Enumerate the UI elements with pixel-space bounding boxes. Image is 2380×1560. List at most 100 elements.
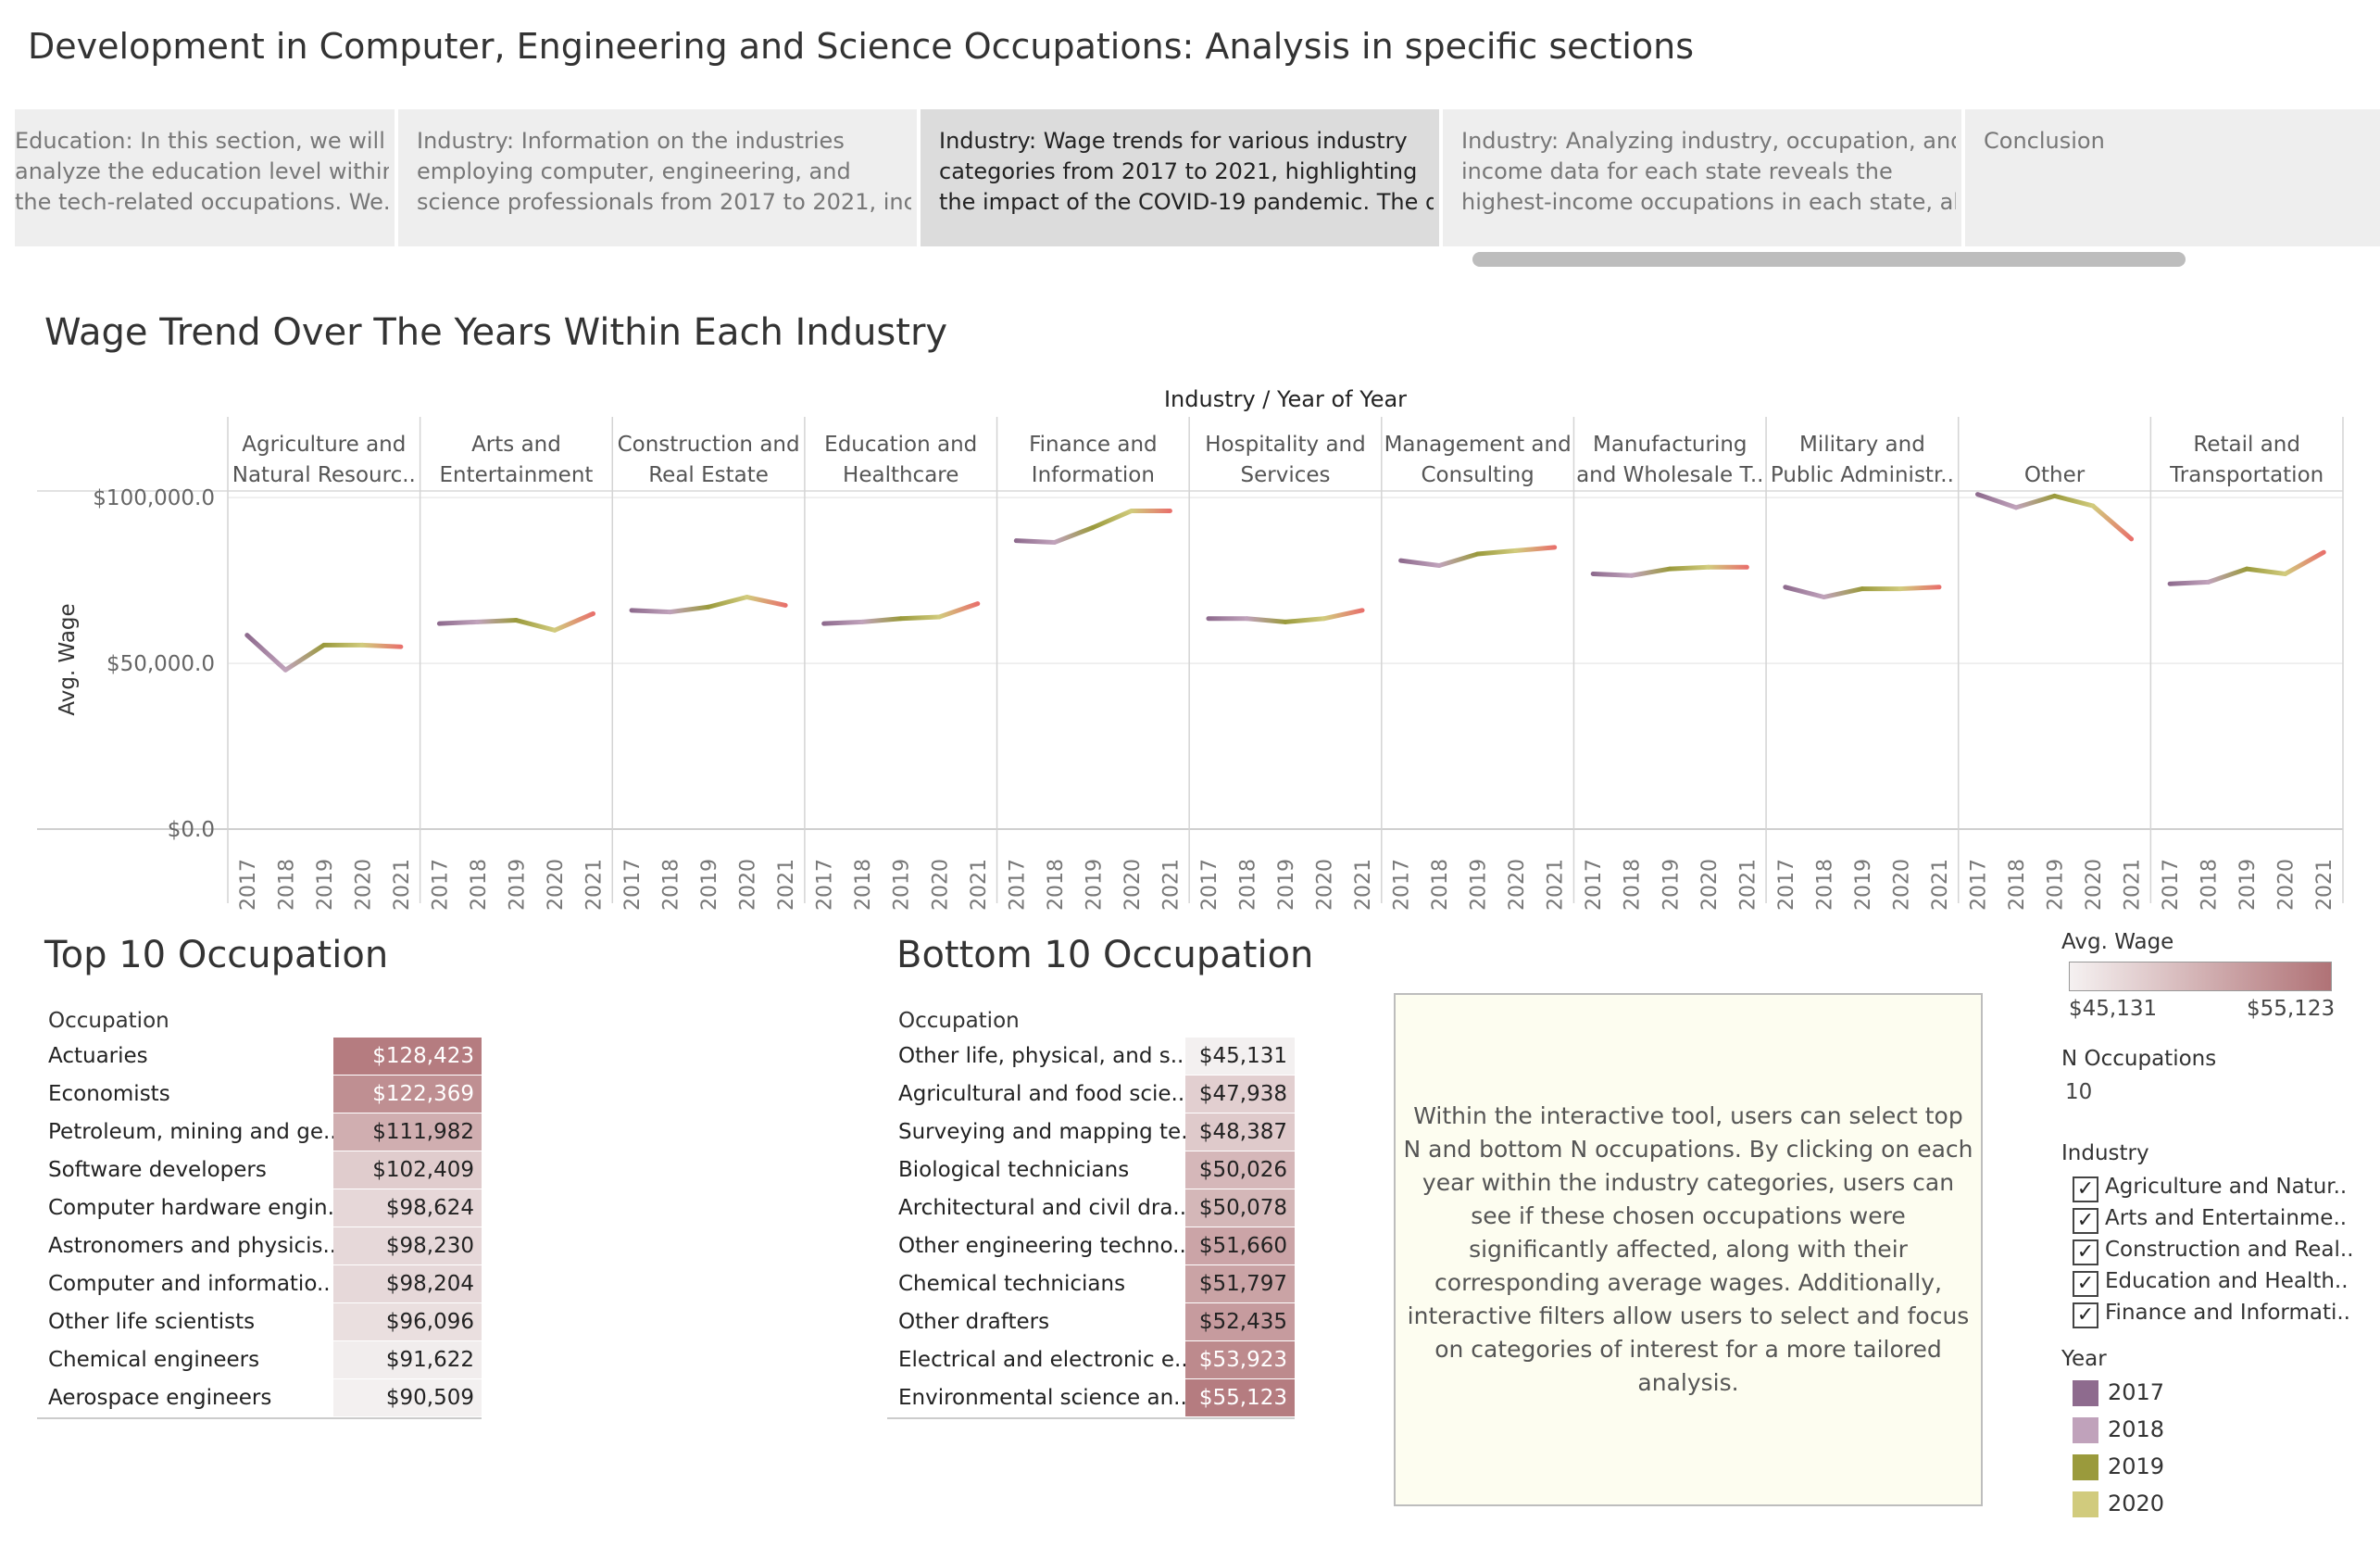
panel-label: Consulting: [1422, 463, 1534, 487]
story-tab-line: employing computer, engineering, and: [417, 158, 851, 184]
n-occupations-value[interactable]: 10: [2065, 1080, 2093, 1104]
panel-label: Construction and: [618, 433, 800, 457]
occupation-name: Other life scientists: [48, 1310, 256, 1334]
occupation-name: Chemical engineers: [48, 1348, 260, 1372]
panel-label: Arts and: [471, 433, 561, 457]
table-row[interactable]: Computer hardware engin.. $98,624: [37, 1189, 482, 1227]
panel-label: and Wholesale T..: [1576, 463, 1763, 487]
table-row[interactable]: Biological technicians $50,026: [887, 1151, 1295, 1189]
wage-line-segment: [1013, 538, 1058, 545]
wage-legend-max: $55,123: [2247, 997, 2336, 1021]
year-tick-label: 2018: [2198, 859, 2222, 911]
year-tick-label: 2018: [1622, 859, 1645, 911]
wage-chart-title: Wage Trend Over The Years Within Each In…: [44, 311, 948, 354]
dashboard-title: Development in Computer, Engineering and…: [28, 26, 1695, 67]
occupation-name: Economists: [48, 1082, 170, 1106]
wage-line-segment: [2167, 579, 2211, 586]
y-tick-label: $0.0: [168, 818, 215, 842]
table-row[interactable]: Agricultural and food scie.. $47,938: [887, 1076, 1295, 1113]
instructions-text: Within the interactive tool, users can s…: [1403, 1102, 1973, 1396]
story-tab-3[interactable]: Industry: Wage trends for various indust…: [921, 109, 1439, 246]
bottom10-table: Occupation Other life, physical, and s..…: [887, 1004, 1295, 1419]
occupation-wage: $53,923: [1185, 1341, 1295, 1378]
y-tick-label: $100,000.0: [93, 486, 215, 510]
table-row[interactable]: Astronomers and physicis.. $98,230: [37, 1227, 482, 1265]
table-row[interactable]: Software developers $102,409: [37, 1151, 482, 1189]
story-tab-2[interactable]: Industry: Information on the industries e…: [398, 109, 917, 246]
bottom10-column-header: Occupation: [898, 1009, 1020, 1033]
wage-line-segment: [1398, 558, 1442, 569]
industry-checkbox[interactable]: ✓: [2073, 1302, 2098, 1328]
table-row[interactable]: Other engineering techno.. $51,660: [887, 1227, 1295, 1265]
year-tick-label: 2020: [737, 859, 760, 911]
story-tab-4[interactable]: Industry: Analyzing industry, occupation…: [1443, 109, 1961, 246]
wage-line-segment: [1322, 608, 1365, 622]
year-label: 2019: [2108, 1453, 2165, 1479]
occupation-name: Other engineering techno..: [898, 1234, 1186, 1258]
occupation-wage: $111,982: [333, 1113, 482, 1151]
wage-legend-min: $45,131: [2069, 997, 2158, 1021]
year-tick-label: 2018: [1236, 859, 1259, 911]
industry-checkbox[interactable]: ✓: [2073, 1208, 2098, 1234]
year-tick-label: 2017: [1775, 859, 1798, 911]
occupation-wage: $50,078: [1185, 1189, 1295, 1227]
story-tab-line: categories from 2017 to 2021, highlighti…: [939, 158, 1418, 184]
panel-label: Real Estate: [648, 463, 769, 487]
wage-line-segment: [1974, 492, 2019, 510]
table-row[interactable]: Aerospace engineers $90,509: [37, 1379, 482, 1417]
year-tick-label: 2021: [1929, 859, 1952, 911]
year-label: 2020: [2108, 1491, 2165, 1516]
industry-checkbox[interactable]: ✓: [2073, 1271, 2098, 1297]
year-tick-label: 2018: [1813, 859, 1836, 911]
occupation-name: Architectural and civil dra..: [898, 1196, 1187, 1220]
wage-line-segment: [436, 619, 481, 626]
occupation-wage: $96,096: [333, 1303, 482, 1340]
table-row[interactable]: Other life, physical, and s.. $45,131: [887, 1038, 1295, 1076]
table-row[interactable]: Surveying and mapping te.. $48,387: [887, 1113, 1295, 1151]
story-tab-1[interactable]: Education: In this section, we will analy…: [15, 109, 395, 246]
story-tab-line: Industry: Wage trends for various indust…: [939, 128, 1408, 154]
industry-filter-title: Industry: [2061, 1141, 2149, 1165]
wage-line-segment: [1090, 508, 1134, 530]
table-row[interactable]: Environmental science an.. $55,123: [887, 1379, 1295, 1417]
story-tab-5[interactable]: Conclusion: [1965, 109, 2380, 246]
year-tick-label: 2017: [237, 859, 260, 911]
tabs-scrollbar[interactable]: [1472, 252, 2186, 267]
wage-line-segment: [1783, 585, 1826, 600]
story-tab-line: Conclusion: [1984, 128, 2105, 154]
table-row[interactable]: Architectural and civil dra.. $50,078: [887, 1189, 1295, 1227]
year-tick-label: 2021: [391, 859, 414, 911]
table-row[interactable]: Chemical engineers $91,622: [37, 1341, 482, 1379]
top10-table: Occupation Actuaries $128,423 Economists $1…: [37, 1004, 482, 1419]
occupation-name: Actuaries: [48, 1044, 148, 1068]
year-tick-label: 2020: [1506, 859, 1529, 911]
table-row[interactable]: Economists $122,369: [37, 1076, 482, 1113]
wage-trend-chart[interactable]: Industry / Year of Year $100,000.0 $50,000…: [0, 371, 2380, 917]
table-row[interactable]: Actuaries $128,423: [37, 1038, 482, 1076]
year-tick-label: 2019: [2045, 859, 2068, 911]
wage-line-segment: [668, 604, 711, 615]
panel-label: Education and: [824, 433, 977, 457]
table-row[interactable]: Other drafters $52,435: [887, 1303, 1295, 1341]
year-tick-label: 2018: [2006, 859, 2029, 911]
table-row[interactable]: Electrical and electronic e.. $53,923: [887, 1341, 1295, 1379]
occupation-wage: $48,387: [1185, 1113, 1295, 1151]
year-tick-label: 2019: [891, 859, 914, 911]
table-row[interactable]: Computer and informatio.. $98,204: [37, 1265, 482, 1303]
table-row[interactable]: Petroleum, mining and ge.. $111,982: [37, 1113, 482, 1151]
story-tab-line: science professionals from 2017 to 2021,…: [417, 189, 911, 215]
table-row[interactable]: Chemical technicians $51,797: [887, 1265, 1295, 1303]
industry-checkbox[interactable]: ✓: [2073, 1239, 2098, 1265]
panel-label: Finance and: [1029, 433, 1158, 457]
panel-label: Healthcare: [843, 463, 958, 487]
occupation-wage: $128,423: [333, 1038, 482, 1075]
industry-checkbox[interactable]: ✓: [2073, 1176, 2098, 1202]
wage-line-segment: [2090, 503, 2135, 542]
story-tab-line: income data for each state reveals the: [1461, 158, 1893, 184]
occupation-wage: $51,797: [1185, 1265, 1295, 1302]
occupation-wage: $122,369: [333, 1076, 482, 1113]
year-tick-label: 2020: [545, 859, 568, 911]
wage-legend-title: Avg. Wage: [2061, 930, 2174, 954]
table-row[interactable]: Other life scientists $96,096: [37, 1303, 482, 1341]
year-legend-title: Year: [2061, 1347, 2107, 1371]
